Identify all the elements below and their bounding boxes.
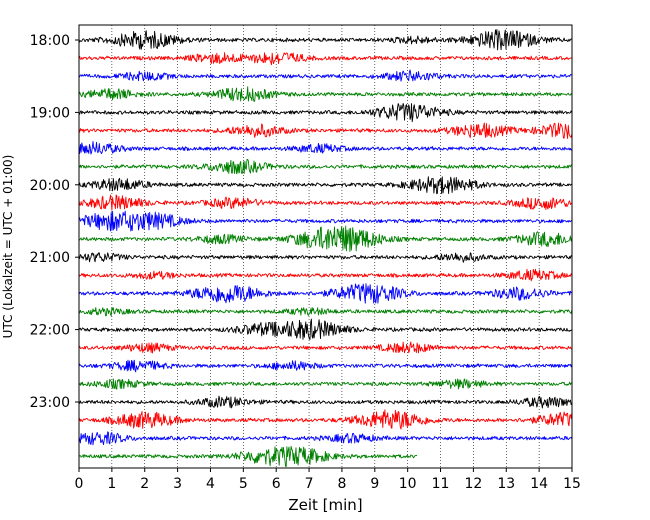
trace-line (78, 306, 573, 317)
x-tick-label: 1 (107, 476, 116, 492)
trace-line (78, 141, 573, 155)
trace-line (78, 395, 573, 409)
y-tick-label: 18:00 (30, 33, 70, 49)
trace-line (78, 102, 573, 123)
y-axis-label: UTC (Lokalzeit = UTC + 01:00) (1, 155, 15, 339)
plot-frame (78, 24, 573, 469)
x-tick-label: 12 (464, 476, 482, 492)
trace-line (78, 268, 573, 282)
trace-line (78, 176, 573, 195)
y-tick-label: 22:00 (30, 323, 70, 339)
trace-line (78, 29, 572, 51)
x-axis-ticks: 0 1 2 3 4 5 6 7 8 9 10 11 12 13 14 15 (75, 468, 581, 492)
trace-line (78, 158, 573, 175)
trace-line (78, 252, 573, 263)
trace-line (78, 409, 573, 430)
x-tick-label: 13 (497, 476, 515, 492)
vertical-grid (111, 25, 540, 468)
x-tick-label: 11 (432, 476, 450, 492)
x-tick-label: 0 (75, 476, 84, 492)
trace-line (78, 194, 573, 211)
y-axis-ticks: 18:00 19:00 20:00 21:00 22:00 23:00 (30, 33, 79, 411)
x-tick-label: 3 (173, 476, 182, 492)
y-tick-label: 23:00 (30, 395, 70, 411)
x-tick-label: 10 (399, 476, 417, 492)
trace-line (78, 210, 573, 232)
x-tick-label: 4 (206, 476, 215, 492)
x-axis-label: Zeit [min] (288, 496, 362, 514)
x-tick-label: 6 (272, 476, 281, 492)
y-tick-label: 20:00 (30, 178, 70, 194)
trace-line (78, 431, 573, 446)
trace-line (78, 86, 573, 102)
trace-line (78, 378, 572, 390)
trace-line (79, 225, 573, 252)
x-tick-label: 14 (530, 476, 548, 492)
trace-line (78, 283, 572, 304)
trace-line (78, 318, 573, 340)
x-tick-label: 9 (370, 476, 379, 492)
trace-line (78, 341, 572, 354)
x-tick-label: 7 (305, 476, 314, 492)
trace-line (78, 122, 573, 140)
y-tick-label: 19:00 (30, 105, 70, 121)
trace-line (78, 359, 573, 373)
x-tick-label: 2 (140, 476, 149, 492)
seismogram-traces (78, 29, 573, 468)
x-tick-label: 5 (239, 476, 248, 492)
x-tick-label: 15 (563, 476, 581, 492)
y-tick-label: 21:00 (30, 250, 70, 266)
trace-line (78, 52, 573, 66)
trace-line (78, 69, 572, 82)
trace-line (78, 445, 418, 468)
x-tick-label: 8 (337, 476, 346, 492)
